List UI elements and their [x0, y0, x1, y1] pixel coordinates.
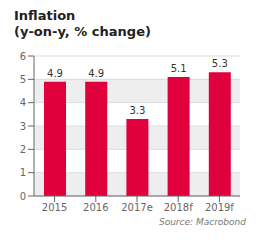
svg-text:4.9: 4.9 [47, 68, 63, 79]
html-text:Inflation: Inflation [14, 8, 76, 23]
svg-text:5: 5 [20, 74, 26, 85]
html-text:Source: Macrobond: Source: Macrobond [158, 217, 246, 227]
svg-text:5.1: 5.1 [171, 63, 187, 74]
svg-text:2015: 2015 [42, 202, 67, 213]
svg-text:2019f: 2019f [205, 202, 234, 213]
svg-text:3.3: 3.3 [129, 105, 145, 116]
svg-text:1: 1 [20, 167, 26, 178]
svg-text:2018f: 2018f [164, 202, 193, 213]
svg-text:2016: 2016 [83, 202, 108, 213]
svg-text:4.9: 4.9 [88, 68, 104, 79]
html-text:(y-on-y, % change): (y-on-y, % change) [14, 24, 151, 39]
svg-text:5.3: 5.3 [212, 58, 228, 69]
svg-text:6: 6 [20, 51, 26, 62]
svg-text:3: 3 [20, 121, 26, 132]
svg-text:4: 4 [20, 97, 26, 108]
svg-text:0: 0 [20, 191, 26, 202]
svg-text:2: 2 [20, 144, 26, 155]
svg-text:2017e: 2017e [121, 202, 153, 213]
